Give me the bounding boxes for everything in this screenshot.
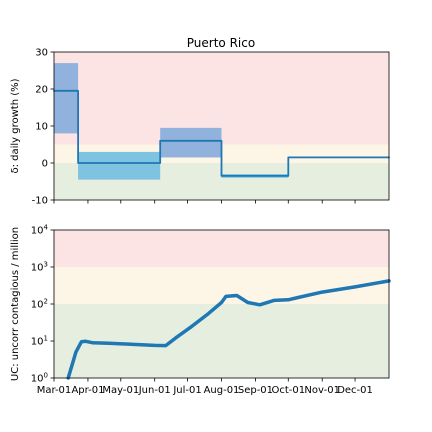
daily-growth-lines <box>53 89 390 177</box>
contagious-y-axis-label: UC: uncorr contagious / million <box>10 227 21 381</box>
y-tick-label: 10 <box>35 122 48 133</box>
x-tick-label: Dec-01 <box>337 385 373 396</box>
zone-band <box>54 230 389 267</box>
growth-range-box <box>78 151 161 180</box>
x-tick-label: Aug-01 <box>204 385 240 396</box>
chart-title: Puerto Rico <box>187 36 255 50</box>
y-tick-label: 0 <box>42 159 48 170</box>
contagious-y-axis-label-text: UC: uncorr contagious / million <box>10 227 21 381</box>
y-tick-label: 101 <box>31 335 48 348</box>
daily-growth-y-ticks: -10 0 10 20 30 <box>32 48 54 207</box>
contagious-lines <box>66 279 391 380</box>
y-tick-label: 100 <box>31 372 48 385</box>
zone-band <box>54 267 389 304</box>
x-tick-label: May-01 <box>102 385 139 396</box>
daily-growth-y-axis-label-text: δ: daily growth (%) <box>10 78 21 173</box>
y-tick-label: 30 <box>35 48 48 59</box>
x-tick-label: Mar-01 <box>37 385 72 396</box>
y-tick-label: 103 <box>31 261 48 274</box>
y-tick-label: 20 <box>35 85 48 96</box>
y-tick-label: -10 <box>32 196 48 207</box>
contagious-curve <box>66 279 391 380</box>
y-tick-label: 102 <box>31 298 48 311</box>
growth-range-box <box>54 63 79 134</box>
x-tick-label: Oct-01 <box>271 385 305 396</box>
x-tick-label: Apr-01 <box>71 385 104 396</box>
daily-growth-y-axis-label: δ: daily growth (%) <box>10 78 21 173</box>
y-tick-label: 104 <box>31 224 49 237</box>
growth-step-line <box>53 89 390 177</box>
contagious-y-ticks: 100 101 102 103 104 <box>31 224 54 385</box>
daily-growth-range-boxes <box>54 63 289 180</box>
daily-growth-x-ticks <box>53 200 356 204</box>
daily-growth-chart: -10 0 10 20 30 Puerto Rico δ: daily growth (… <box>10 36 390 207</box>
zone-band <box>54 304 389 378</box>
growth-range-box <box>160 127 222 158</box>
x-tick-label: Jul-01 <box>172 385 201 396</box>
contagious-zone-bands <box>54 230 389 378</box>
x-tick-label: Sep-01 <box>238 385 273 396</box>
x-tick-label: Jun-01 <box>138 385 171 396</box>
x-tick-label: Nov-01 <box>304 385 340 396</box>
